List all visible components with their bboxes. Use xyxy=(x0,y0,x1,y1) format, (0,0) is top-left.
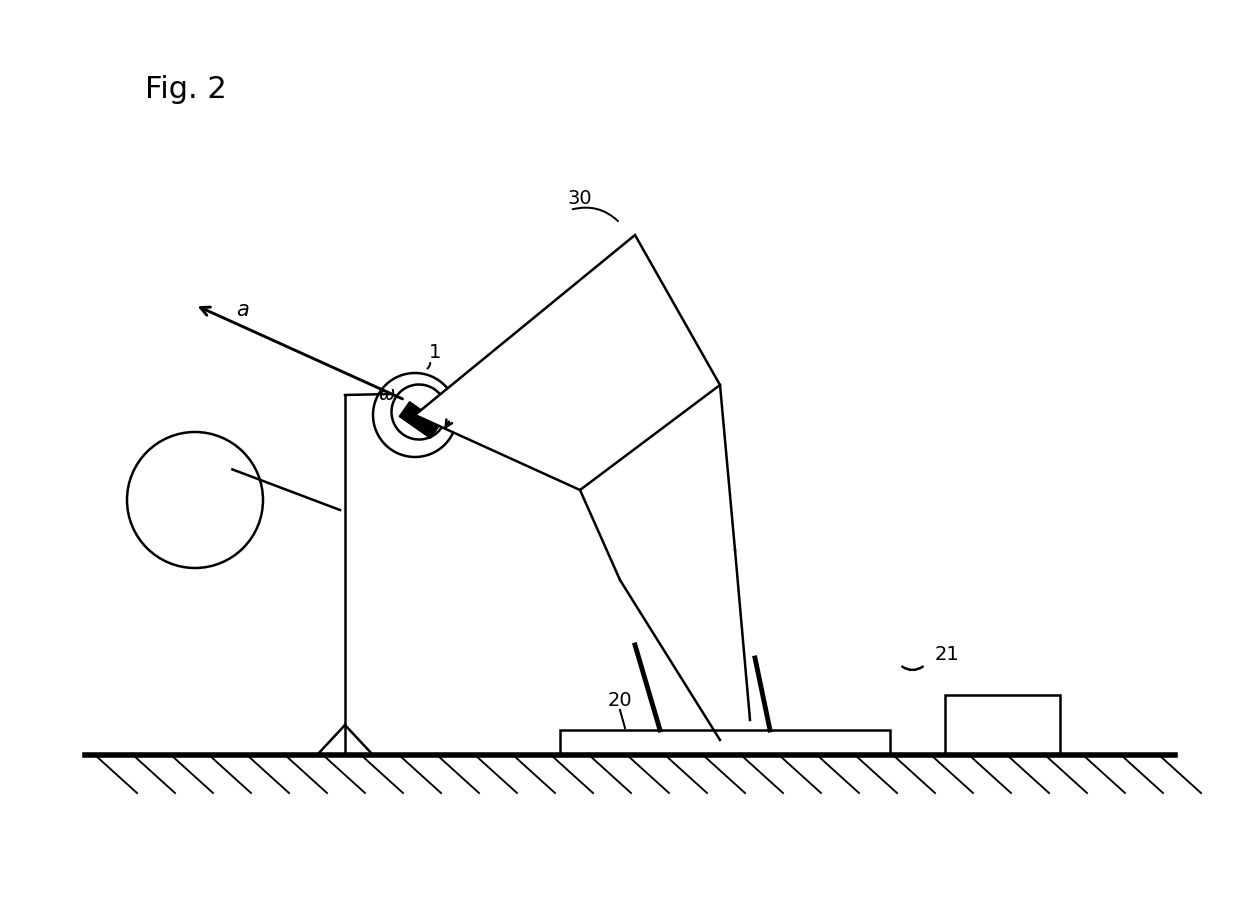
Text: 30: 30 xyxy=(568,188,593,207)
Text: 21: 21 xyxy=(935,645,960,665)
Polygon shape xyxy=(415,235,720,490)
Polygon shape xyxy=(399,402,440,438)
Text: 1: 1 xyxy=(429,343,441,363)
Text: 20: 20 xyxy=(608,690,632,710)
Bar xyxy=(560,730,890,755)
Text: ω: ω xyxy=(378,386,396,405)
Text: a: a xyxy=(237,300,249,320)
Text: Fig. 2: Fig. 2 xyxy=(145,75,227,104)
Bar xyxy=(945,695,1060,755)
